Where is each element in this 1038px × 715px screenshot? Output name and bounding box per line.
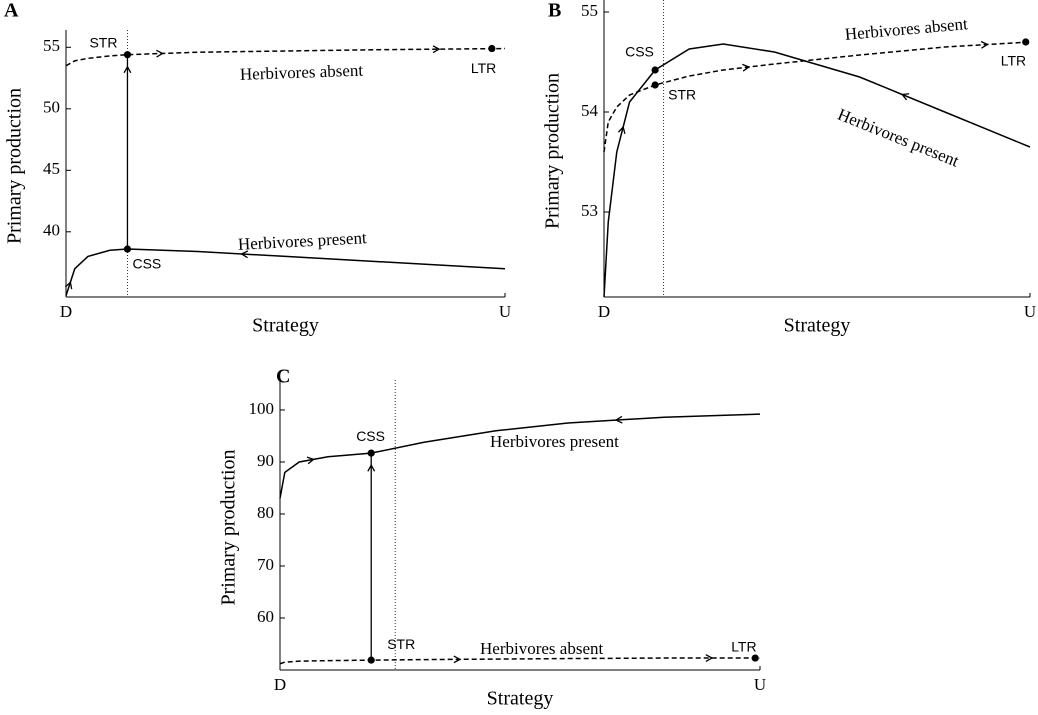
direction-arrow xyxy=(614,415,623,424)
series-name: Herbivores absent xyxy=(844,14,969,44)
point xyxy=(123,245,132,253)
y-tick-label: 53 xyxy=(581,201,598,220)
direction-arrow xyxy=(705,654,714,662)
x-tick-label: D xyxy=(60,302,72,321)
series-name: Herbivores absent xyxy=(480,639,603,658)
series-line xyxy=(603,41,1031,153)
point xyxy=(488,44,496,53)
x-axis-label: Strategy xyxy=(487,688,554,710)
annotation: CSS xyxy=(625,44,654,60)
point xyxy=(751,654,759,662)
annotation: CSS xyxy=(356,428,385,444)
y-tick-label: 45 xyxy=(43,159,60,178)
y-tick-label: 40 xyxy=(43,221,60,240)
annotation: LTR xyxy=(731,639,756,655)
y-tick-label: 55 xyxy=(43,36,60,55)
y-tick-label: 55 xyxy=(581,1,598,20)
point xyxy=(651,81,659,89)
point xyxy=(1022,38,1030,46)
y-tick-label: 90 xyxy=(257,451,274,470)
x-tick-label: U xyxy=(499,302,511,321)
y-tick-label: 70 xyxy=(257,555,274,574)
direction-arrow xyxy=(240,250,249,259)
x-tick-label: U xyxy=(1024,302,1036,321)
series-name: Herbivores present xyxy=(237,228,367,254)
direction-arrow xyxy=(64,280,73,290)
point xyxy=(123,51,132,59)
annotation: LTR xyxy=(471,60,496,76)
series-line xyxy=(603,43,1031,298)
annotation: STR xyxy=(668,87,696,103)
annotation: STR xyxy=(89,34,117,50)
point xyxy=(367,656,375,664)
series-line xyxy=(279,657,760,665)
direction-arrow xyxy=(742,63,751,72)
direction-arrow xyxy=(306,456,315,465)
direction-arrow xyxy=(900,93,910,101)
series-line xyxy=(279,413,761,499)
point xyxy=(367,449,375,457)
y-axis-label: Primary production xyxy=(542,73,564,229)
y-tick-label: 50 xyxy=(43,98,60,117)
y-axis-label: Primary production xyxy=(218,449,240,605)
annotation: STR xyxy=(387,636,415,652)
x-axis-label: Strategy xyxy=(252,315,319,337)
direction-arrow xyxy=(156,49,164,58)
x-tick-label: U xyxy=(754,675,766,694)
panel-label: A xyxy=(4,0,19,22)
annotation: CSS xyxy=(132,256,161,272)
transition-arrow xyxy=(367,463,376,472)
series-name: Herbivores present xyxy=(490,432,619,451)
x-tick-label: D xyxy=(274,675,286,694)
series-name: Herbivores present xyxy=(835,105,962,171)
panel-label: B xyxy=(548,0,561,22)
y-tick-label: 100 xyxy=(249,399,275,418)
y-axis-label: Primary production xyxy=(4,88,26,244)
x-tick-label: D xyxy=(598,302,610,321)
direction-arrow xyxy=(980,40,989,49)
panel-label: C xyxy=(276,366,290,388)
direction-arrow xyxy=(617,125,626,134)
y-tick-label: 54 xyxy=(581,101,599,120)
direction-arrow xyxy=(453,655,462,664)
x-axis-label: Strategy xyxy=(784,315,851,337)
direction-arrow xyxy=(432,45,441,54)
transition-arrow xyxy=(123,65,132,74)
y-tick-label: 80 xyxy=(257,503,274,522)
series-name: Herbivores absent xyxy=(240,61,364,84)
annotation: LTR xyxy=(1001,53,1026,69)
point xyxy=(651,66,659,74)
y-tick-label: 60 xyxy=(257,607,274,626)
